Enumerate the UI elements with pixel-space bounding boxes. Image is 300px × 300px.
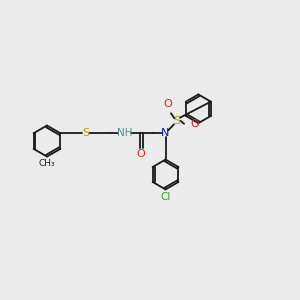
Text: S: S — [173, 116, 180, 126]
Text: CH₃: CH₃ — [39, 159, 55, 168]
Text: Cl: Cl — [160, 192, 171, 202]
Text: O: O — [164, 99, 172, 109]
Text: NH: NH — [117, 128, 133, 138]
Text: O: O — [190, 119, 199, 129]
Text: S: S — [82, 128, 89, 138]
Text: N: N — [161, 128, 170, 138]
Text: O: O — [136, 149, 145, 159]
